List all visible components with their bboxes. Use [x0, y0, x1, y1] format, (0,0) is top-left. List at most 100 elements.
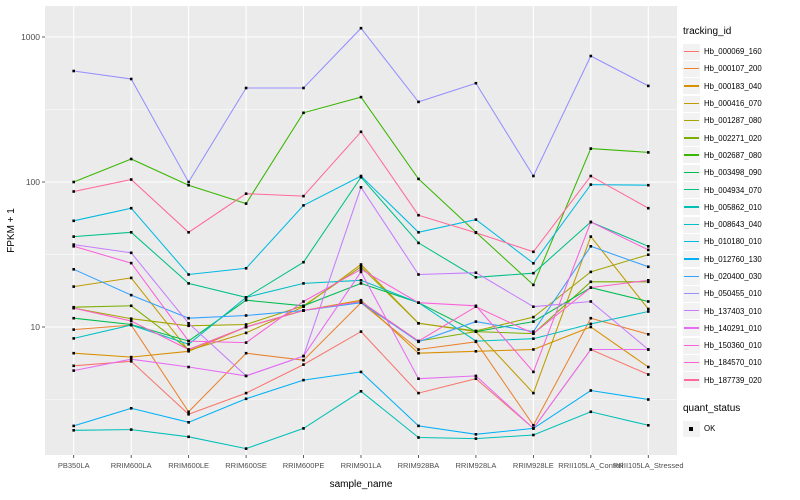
x-tick-label: PB350LA — [58, 461, 90, 470]
data-point — [72, 235, 75, 238]
data-point — [187, 413, 190, 416]
data-point — [72, 219, 75, 223]
data-point — [474, 320, 478, 323]
chart-legend: tracking_id Hb_000069_160 Hb_000107_200 Hb… — [683, 26, 798, 437]
x-tick-label: RRIM600SE — [225, 461, 267, 470]
data-point — [302, 282, 305, 285]
data-point — [417, 391, 420, 395]
data-point — [72, 337, 75, 340]
legend-label: Hb_150360_010 — [704, 341, 762, 351]
data-point — [417, 322, 420, 325]
data-point — [359, 186, 363, 189]
data-point — [647, 280, 650, 284]
data-point — [532, 330, 535, 333]
legend-title-quant-status: quant_status — [683, 402, 741, 414]
legend-entry-ok: OK — [683, 420, 798, 437]
data-point — [72, 190, 75, 193]
legend-entry-Hb_001287_080: Hb_001287_080 — [683, 112, 798, 129]
data-point — [129, 357, 133, 361]
data-point — [474, 305, 478, 308]
data-point — [532, 332, 535, 335]
data-point — [72, 245, 75, 248]
data-point — [129, 407, 133, 410]
data-point — [302, 378, 305, 382]
data-point — [359, 390, 363, 393]
data-point — [72, 369, 75, 372]
data-point — [302, 309, 305, 312]
data-point — [589, 389, 593, 392]
data-point — [647, 183, 650, 187]
data-point — [72, 424, 75, 428]
legend-label: Hb_010180_010 — [704, 237, 762, 247]
data-point — [417, 424, 420, 428]
data-point — [187, 343, 190, 346]
data-point — [187, 339, 190, 343]
x-tick-label: RRII105LA_Control — [558, 461, 623, 470]
data-point — [474, 350, 478, 353]
data-point — [417, 436, 420, 439]
data-point — [589, 270, 593, 274]
data-point — [589, 348, 593, 351]
legend-label: Hb_050455_010 — [704, 289, 762, 299]
legend-key-line-icon — [683, 233, 700, 250]
data-point — [129, 178, 133, 181]
legend-label: Hb_004934_070 — [704, 185, 762, 195]
data-point — [129, 293, 133, 297]
data-point — [72, 306, 75, 310]
data-point — [589, 54, 593, 58]
legend-entry-Hb_187739_020: Hb_187739_020 — [683, 372, 798, 389]
data-point — [532, 424, 535, 427]
legend-key-line-icon — [683, 164, 700, 181]
data-point — [589, 245, 593, 248]
data-point — [359, 300, 363, 303]
data-point — [532, 337, 535, 340]
x-tick-label: RRIM928LE — [513, 461, 554, 470]
legend-entry-Hb_000069_160: Hb_000069_160 — [683, 43, 798, 60]
data-point — [129, 276, 133, 280]
data-point — [589, 316, 593, 320]
data-point — [129, 304, 133, 308]
legend-entry-Hb_150360_010: Hb_150360_010 — [683, 337, 798, 354]
data-point — [244, 192, 248, 195]
legend-label: Hb_000416_070 — [704, 99, 762, 109]
data-point — [647, 253, 650, 256]
data-point — [187, 183, 190, 187]
legend-label: Hb_137403_010 — [704, 306, 762, 316]
y-tick-label: 1000 — [21, 32, 40, 42]
data-point — [359, 130, 363, 134]
data-point — [474, 231, 478, 235]
x-tick-label: RRIM600LA — [111, 461, 152, 470]
legend-key-line-icon — [683, 147, 700, 164]
data-point — [647, 365, 650, 369]
legend-entry-Hb_137403_010: Hb_137403_010 — [683, 302, 798, 320]
data-point — [244, 351, 248, 355]
data-point — [129, 77, 133, 81]
legend-key-line-icon — [683, 337, 700, 354]
data-point — [72, 285, 75, 288]
data-point — [474, 271, 478, 274]
data-point — [187, 231, 190, 234]
data-point — [72, 268, 75, 271]
data-point — [589, 183, 593, 186]
data-point — [589, 174, 593, 178]
legend-key-line-icon — [683, 251, 700, 268]
legend-key-line-icon — [683, 130, 700, 147]
legend-label: Hb_184570_010 — [704, 358, 762, 368]
legend-key-line-icon — [683, 199, 700, 216]
data-point — [417, 348, 420, 351]
x-tick-label: RRIM928BA — [398, 461, 440, 470]
data-point — [417, 339, 420, 343]
data-point — [187, 316, 190, 320]
data-point — [532, 348, 535, 351]
data-point — [187, 273, 190, 276]
data-point — [359, 265, 363, 269]
legend-entry-Hb_010180_010: Hb_010180_010 — [683, 233, 798, 250]
data-point — [72, 364, 75, 368]
data-point — [72, 316, 75, 320]
legend-entry-Hb_000183_040: Hb_000183_040 — [683, 78, 798, 95]
data-point — [302, 86, 305, 90]
legend-key-line-icon — [683, 320, 700, 337]
legend-label: Hb_140291_010 — [704, 323, 762, 333]
data-point — [474, 81, 478, 85]
